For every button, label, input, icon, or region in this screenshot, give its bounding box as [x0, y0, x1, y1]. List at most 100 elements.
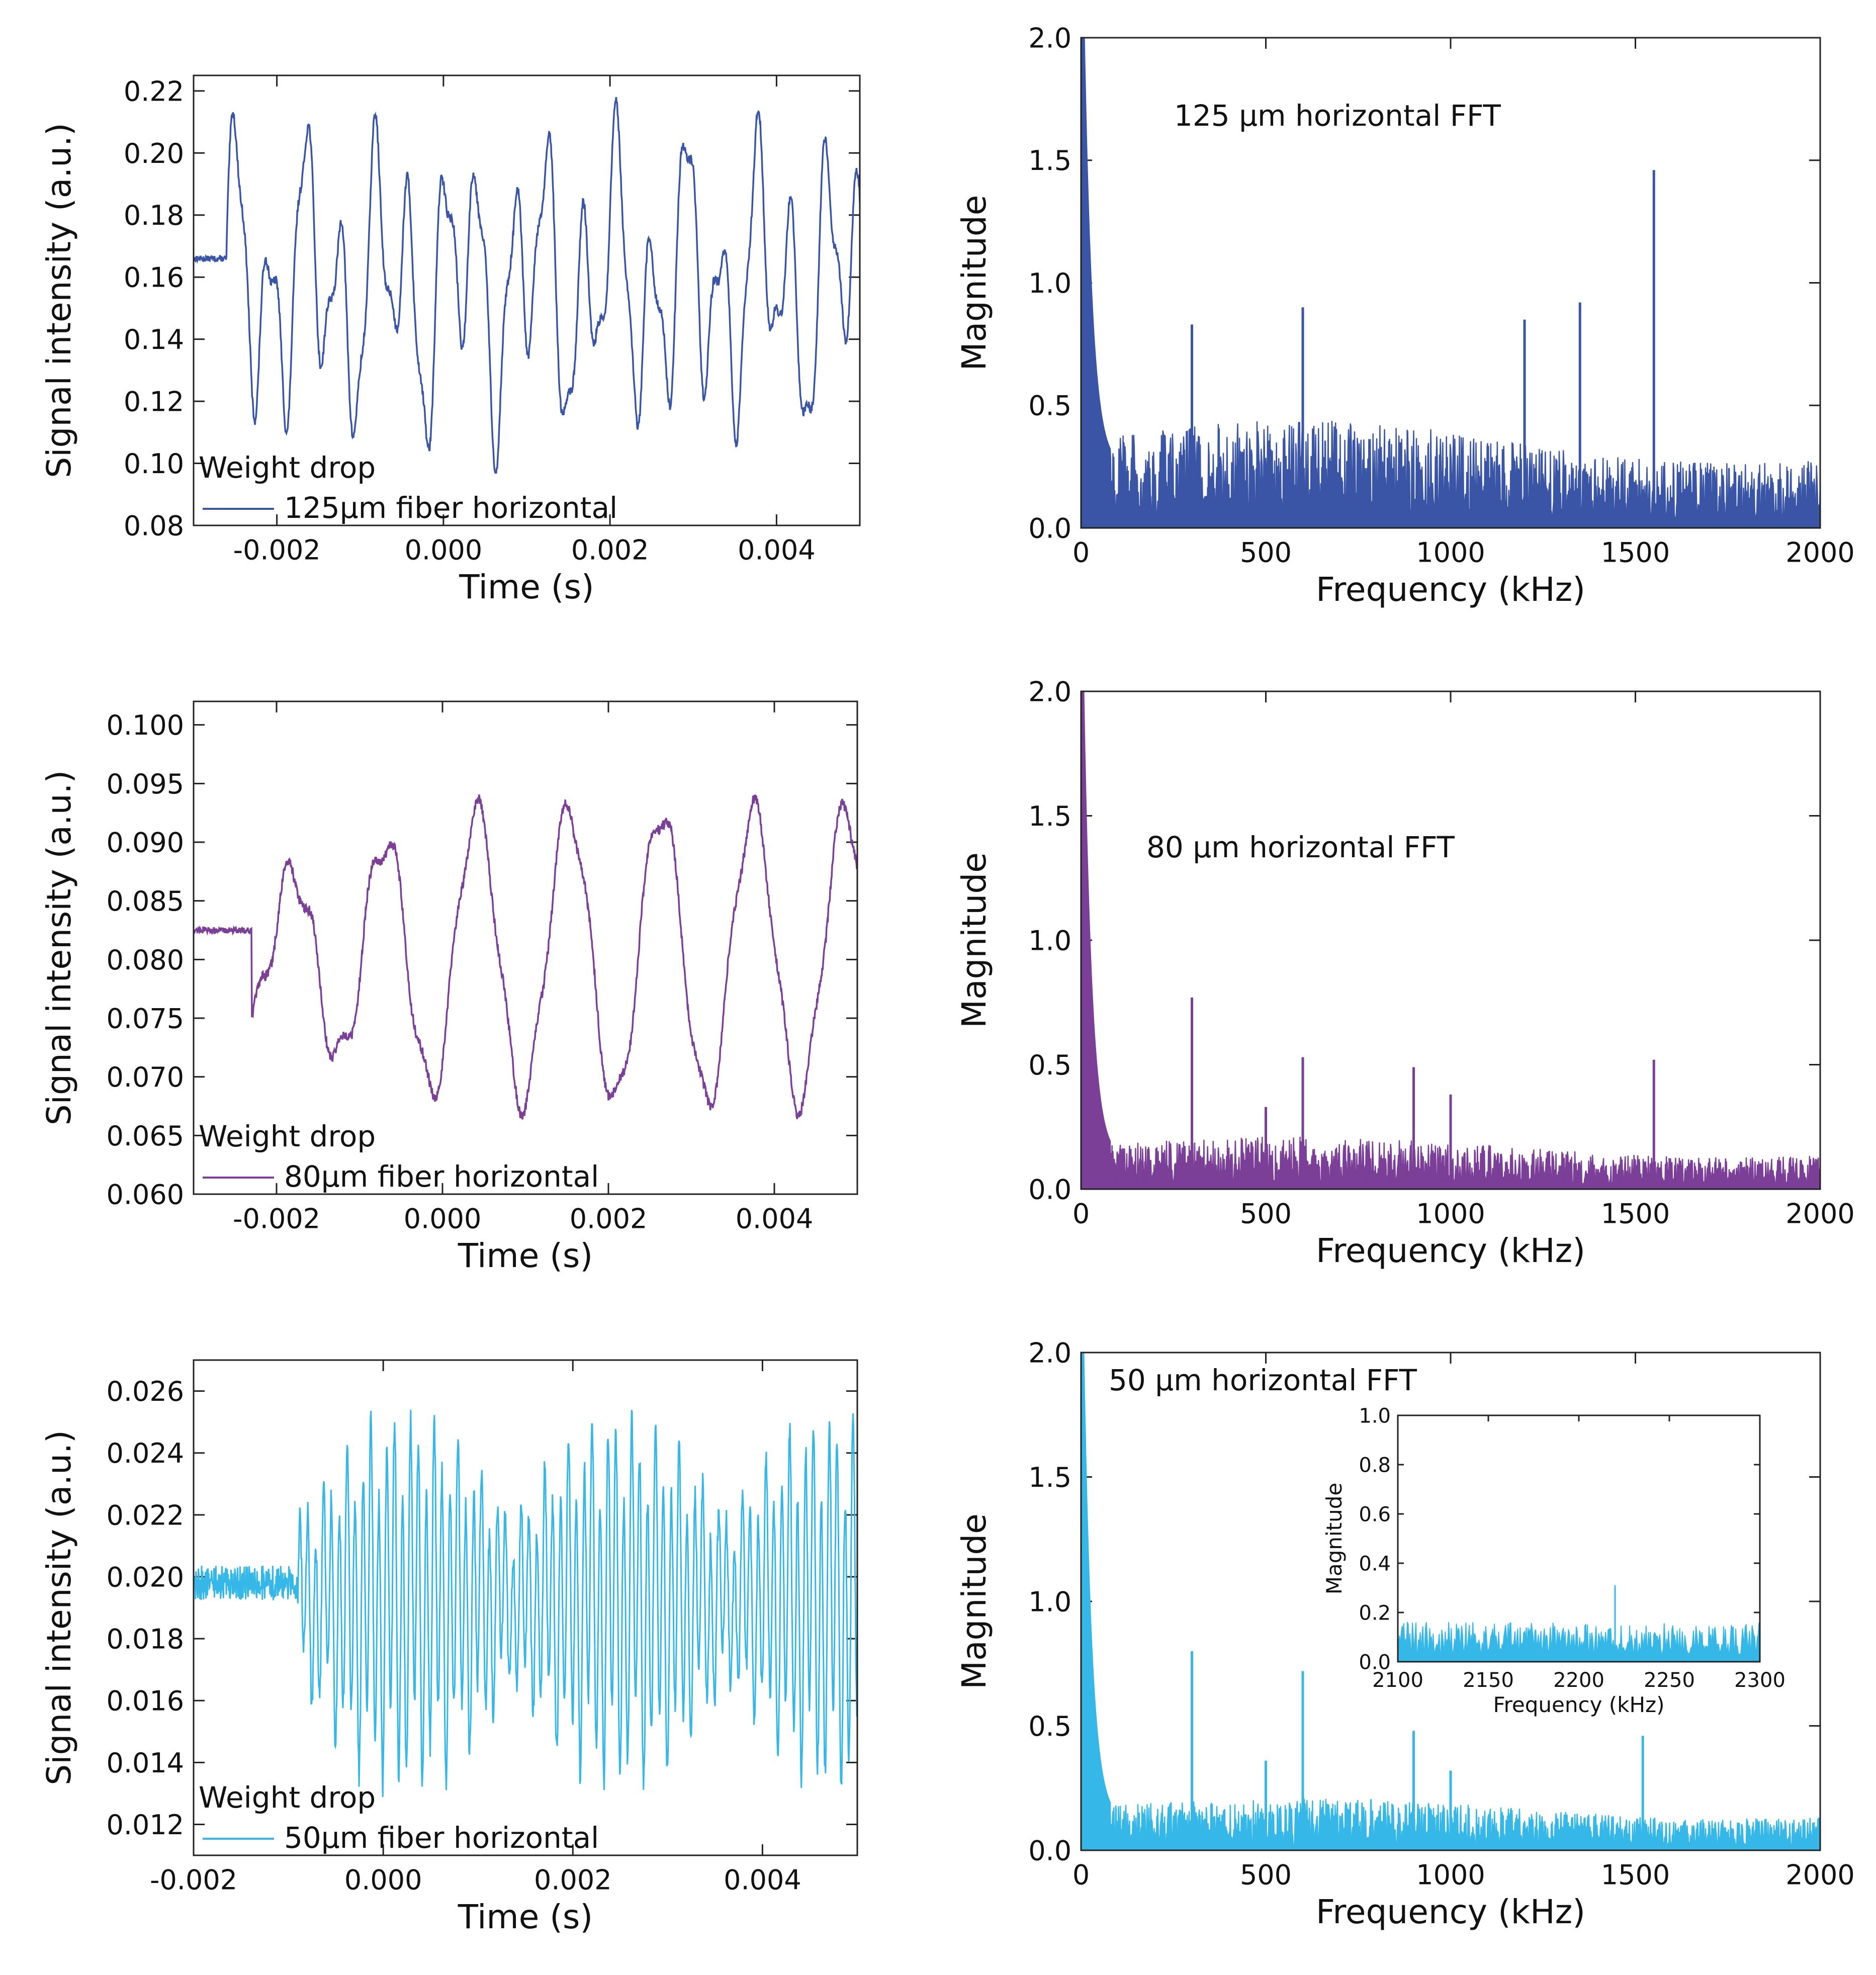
legend-entry: 125μm fiber horizontal — [284, 491, 617, 525]
y-tick-label: 0.018 — [107, 1624, 185, 1655]
y-tick-label: 0.20 — [124, 138, 184, 169]
x-tick-label: 0.000 — [405, 534, 483, 566]
legend-title: Weight drop — [199, 1780, 376, 1815]
chart-p5: -0.002 0.000 0.002 0.004 0.012 0.014 0.016 0.01… — [40, 1359, 858, 1936]
x-tick-label: 2100 — [1372, 1669, 1423, 1692]
chart-p3: -0.002 0.000 0.002 0.004 0.060 0.065 0.070 0.07… — [40, 700, 858, 1275]
y-tick-label: 0.5 — [1028, 1049, 1071, 1081]
plot-frame — [1080, 1352, 1821, 1851]
plot-frame — [193, 1359, 858, 1856]
x-axis-label: Frequency (kHz) — [1316, 1893, 1585, 1931]
y-axis-label: Signal intensity (a.u.) — [40, 770, 78, 1126]
chart-p6in: 2100 2150 2200 2250 2300 0.0 0.2 0.4 0.6 0.8 1.0 Fr… — [1322, 1404, 1785, 1717]
x-axis-label: Frequency (kHz) — [1316, 1231, 1585, 1270]
x-tick-label: 1500 — [1601, 537, 1670, 569]
x-tick-label: 0 — [1073, 1198, 1090, 1230]
y-tick-label: 2.0 — [1028, 676, 1071, 707]
y-tick-label: 0.0 — [1359, 1651, 1391, 1674]
x-tick-label: 500 — [1240, 1198, 1292, 1230]
plot-frame — [1080, 37, 1821, 529]
y-axis-label: Signal intensity (a.u.) — [40, 1430, 78, 1785]
inset-background — [1398, 1415, 1760, 1662]
y-tick-label: 0.095 — [107, 768, 185, 800]
x-tick-label: 2000 — [1785, 537, 1854, 569]
x-axis-label: Time (s) — [458, 1898, 593, 1936]
y-tick-label: 1.0 — [1028, 925, 1071, 956]
y-axis-label: Magnitude — [955, 195, 994, 371]
x-axis-label: Frequency (kHz) — [1493, 1692, 1664, 1717]
x-axis-label: Time (s) — [459, 568, 594, 606]
y-axis-label: Magnitude — [955, 852, 994, 1028]
y-tick-label: 0.5 — [1028, 390, 1071, 422]
y-tick-label: 0.12 — [124, 386, 184, 418]
y-tick-label: 0.085 — [107, 885, 185, 917]
x-tick-label: 500 — [1240, 537, 1292, 569]
x-tick-label: 2000 — [1785, 1198, 1854, 1230]
x-tick-label: -0.002 — [150, 1864, 237, 1896]
x-tick-label: 0.004 — [724, 1864, 801, 1896]
legend-title: Weight drop — [199, 451, 376, 485]
x-tick-label: -0.002 — [233, 1203, 320, 1235]
y-tick-label: 0.18 — [124, 200, 184, 231]
x-tick-label: 1000 — [1416, 537, 1485, 569]
x-tick-label: 0.004 — [738, 534, 816, 566]
y-tick-label: 2.0 — [1028, 1337, 1071, 1369]
x-tick-label: 500 — [1240, 1859, 1292, 1891]
plot-frame — [193, 700, 858, 1195]
plot-frame — [193, 74, 861, 526]
y-tick-label: 0.2 — [1359, 1601, 1391, 1625]
y-tick-label: 0.080 — [107, 944, 185, 976]
annotation: 125 μm horizontal FFT — [1174, 99, 1501, 133]
y-tick-label: 0.026 — [107, 1376, 185, 1407]
y-tick-label: 0.090 — [107, 827, 185, 858]
chart-p6: 0 500 1000 1500 2000 0.0 0.5 1.0 1.5 2.0 Frequency… — [955, 1337, 1855, 1931]
y-tick-label: 0.070 — [107, 1061, 185, 1093]
y-tick-label: 0.16 — [124, 262, 184, 294]
chart-p4: 0 500 1000 1500 2000 0.0 0.5 1.0 1.5 2.0 Frequency… — [955, 676, 1855, 1270]
y-tick-label: 0.4 — [1359, 1552, 1391, 1575]
legend-entry: 80μm fiber horizontal — [284, 1159, 599, 1194]
x-tick-label: 1500 — [1601, 1198, 1670, 1230]
y-tick-label: 1.0 — [1028, 267, 1071, 299]
legend-title: Weight drop — [199, 1119, 376, 1153]
x-tick-label: 0.002 — [534, 1864, 612, 1896]
x-tick-label: 1000 — [1416, 1859, 1485, 1891]
y-tick-label: 0.22 — [124, 75, 184, 107]
plot-frame — [1080, 690, 1821, 1190]
y-tick-label: 0.016 — [107, 1685, 185, 1717]
y-tick-label: 1.5 — [1028, 800, 1071, 832]
y-tick-label: 0.08 — [124, 510, 184, 542]
y-tick-label: 0.0 — [1028, 1174, 1071, 1205]
x-axis-label: Frequency (kHz) — [1316, 570, 1585, 609]
y-tick-label: 0.0 — [1028, 512, 1071, 544]
x-tick-label: 1000 — [1416, 1198, 1485, 1230]
series-line-125μm-fiber-horizontal — [194, 97, 860, 474]
y-tick-label: 1.0 — [1359, 1404, 1391, 1427]
x-tick-label: 2000 — [1785, 1859, 1854, 1891]
x-tick-label: 2250 — [1644, 1669, 1695, 1692]
series-line-50μm-fiber-horizontal — [194, 1409, 857, 1798]
x-tick-label: 2150 — [1463, 1669, 1514, 1692]
y-tick-label: 0.14 — [124, 324, 184, 355]
y-tick-label: 0.060 — [107, 1179, 185, 1210]
annotation: 80 μm horizontal FFT — [1146, 830, 1455, 864]
y-tick-label: 0.024 — [107, 1438, 185, 1469]
x-tick-label: 0.004 — [736, 1203, 814, 1235]
y-axis-label: Signal intensity (a.u.) — [40, 123, 78, 478]
x-tick-label: 2300 — [1734, 1669, 1785, 1692]
y-tick-label: 0.012 — [107, 1809, 185, 1841]
x-tick-label: 0 — [1073, 1859, 1090, 1891]
x-tick-label: 0 — [1073, 537, 1090, 569]
legend-entry: 50μm fiber horizontal — [284, 1821, 599, 1855]
y-tick-label: 0.10 — [124, 448, 184, 480]
y-tick-label: 0.8 — [1359, 1454, 1391, 1477]
y-tick-label: 0.075 — [107, 1003, 185, 1034]
y-tick-label: 0.0 — [1028, 1835, 1071, 1866]
plot-frame — [1397, 1414, 1761, 1663]
chart-p1: -0.002 0.000 0.002 0.004 0.08 0.10 0.12 0.14 0.1… — [40, 74, 861, 606]
y-tick-label: 0.014 — [107, 1747, 185, 1779]
y-tick-label: 1.5 — [1028, 1462, 1071, 1493]
y-tick-label: 0.065 — [107, 1120, 185, 1152]
y-tick-label: 0.5 — [1028, 1711, 1071, 1742]
